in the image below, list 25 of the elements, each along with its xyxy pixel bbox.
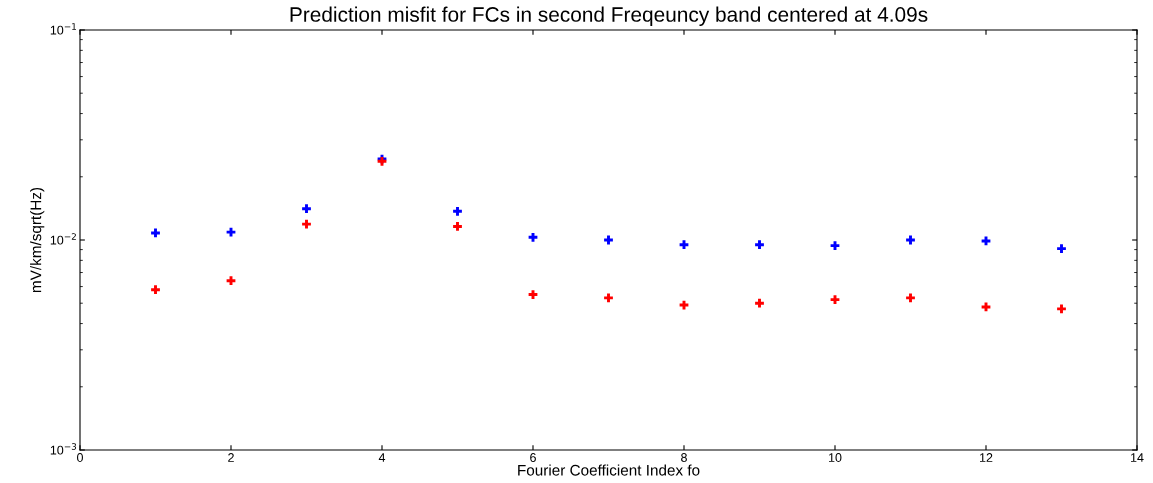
point: [906, 293, 915, 303]
y-tick-label: 10$^{−1}$: [50, 23, 76, 35]
point: [1057, 304, 1066, 314]
point: [302, 219, 311, 229]
point: [151, 285, 160, 295]
point: [453, 222, 462, 231]
y-tick-label: 10$^{−3}$: [50, 443, 77, 455]
x-tick-label: 8: [681, 453, 687, 462]
point: [453, 206, 462, 216]
chart-title: Prediction misfit for FCs in second Freqeuncy band centered at 4.09s: [290, 6, 928, 26]
x-tick-label: 4: [378, 453, 386, 462]
point: [755, 298, 764, 308]
y-axis-title: mV/km/sqrt(Hz): [30, 187, 45, 293]
x-tick-label: 14: [1131, 453, 1144, 462]
y-tick-label: 10$^{−2}$: [50, 233, 76, 245]
point: [604, 293, 613, 303]
x-tick-label: 12: [980, 453, 993, 462]
x-tick-label: 6: [530, 453, 536, 462]
point: [302, 204, 311, 214]
point: [755, 240, 764, 250]
x-tick-label: 2: [228, 453, 234, 462]
x-tick-label: 0: [77, 453, 83, 462]
x-axis-title: Fourier Coefficient Index fo: [518, 464, 700, 476]
point: [1057, 244, 1066, 253]
x-tick-label: 10: [829, 453, 842, 462]
